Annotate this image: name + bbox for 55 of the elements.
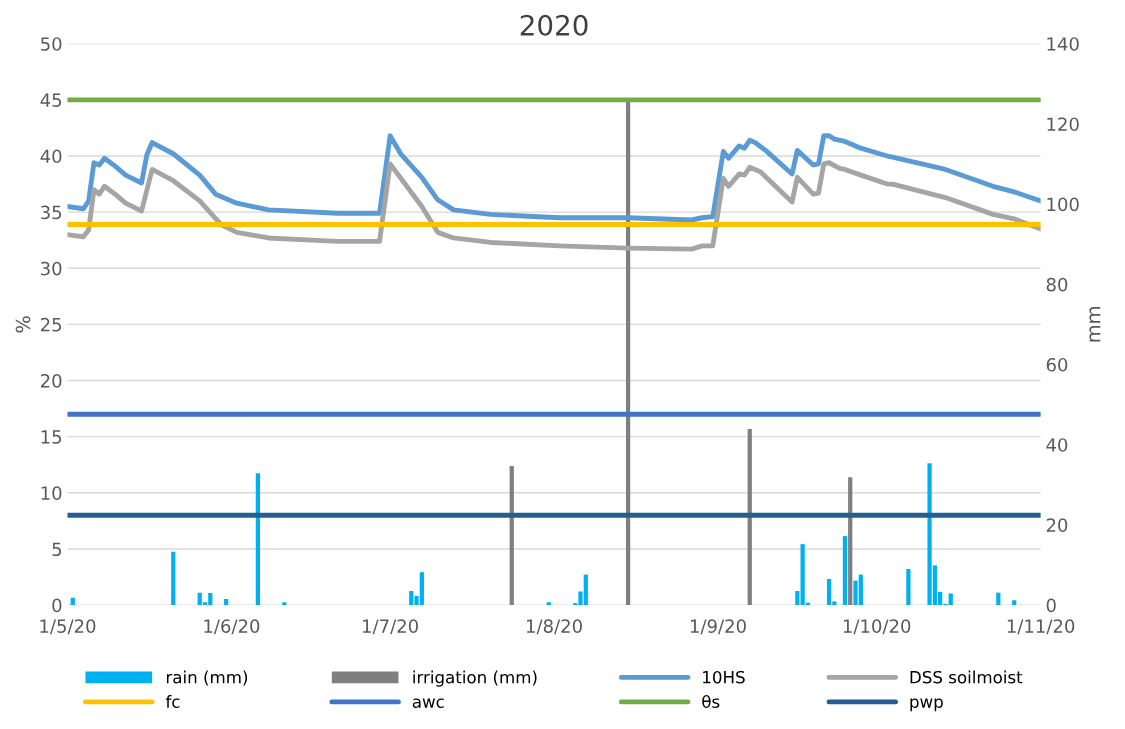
y-tick-label: 15 bbox=[41, 430, 62, 444]
legend-label: awc bbox=[412, 698, 444, 708]
bar bbox=[906, 568, 911, 606]
y-tick-label: 20 bbox=[40, 374, 62, 388]
chart-title: 2020 bbox=[520, 14, 588, 36]
bar bbox=[224, 599, 229, 606]
y-axis-title: % bbox=[15, 316, 31, 333]
bar bbox=[747, 429, 752, 606]
x-tick-label: 1/10/20 bbox=[843, 619, 911, 635]
bar bbox=[70, 597, 75, 606]
y2-tick-label: 0 bbox=[1046, 598, 1056, 613]
x-tick-label: 1/8/20 bbox=[526, 619, 582, 635]
legend-label: θs bbox=[702, 694, 720, 708]
y2-tick-label: 40 bbox=[1046, 438, 1068, 452]
x-tick-label: 1/11/20 bbox=[1007, 619, 1075, 635]
y-tick-label: 40 bbox=[40, 149, 62, 164]
x-tick-label: 1/9/20 bbox=[690, 619, 746, 635]
y-tick-label: 50 bbox=[41, 37, 62, 51]
y2-tick-label: 60 bbox=[1046, 357, 1068, 372]
line-series bbox=[67, 160, 1041, 252]
bar bbox=[625, 99, 631, 606]
y-tick-label: 5 bbox=[52, 542, 62, 557]
y2-tick-label: 120 bbox=[1047, 117, 1079, 132]
y-tick-label: 45 bbox=[40, 93, 62, 107]
y2-tick-label: 100 bbox=[1047, 197, 1079, 212]
bar bbox=[509, 465, 514, 606]
bar bbox=[1012, 600, 1017, 606]
x-tick-label: 1/5/20 bbox=[40, 619, 96, 635]
y-tick-label: 25 bbox=[40, 317, 62, 332]
line-series bbox=[67, 133, 1041, 223]
x-tick-label: 1/6/20 bbox=[204, 619, 260, 635]
bar bbox=[842, 536, 848, 606]
y2-tick-label: 80 bbox=[1046, 277, 1068, 292]
y-tick-label: 35 bbox=[41, 205, 62, 220]
bar bbox=[795, 591, 800, 606]
bar bbox=[848, 477, 853, 606]
y-tick-label: 30 bbox=[41, 261, 62, 276]
legend-label: DSS soilmoist bbox=[910, 670, 1023, 684]
y-tick-label: 10 bbox=[41, 486, 62, 500]
y2-axis-title: mm bbox=[1089, 307, 1101, 342]
bar bbox=[282, 602, 287, 606]
bar bbox=[171, 551, 176, 606]
bar bbox=[255, 473, 261, 606]
bar bbox=[826, 579, 832, 606]
bar bbox=[996, 592, 1001, 606]
legend-label: rain (mm) bbox=[166, 670, 248, 686]
x-tick-label: 1/7/20 bbox=[363, 619, 418, 635]
legend-label: irrigation (mm) bbox=[413, 670, 537, 687]
legend-label: fc bbox=[165, 695, 180, 708]
bar bbox=[546, 602, 551, 606]
y2-tick-label: 20 bbox=[1046, 518, 1068, 532]
legend-label: pwp bbox=[910, 698, 943, 712]
legend-label: 10HS bbox=[703, 670, 745, 684]
y2-tick-label: 140 bbox=[1047, 37, 1079, 51]
y-tick-label: 0 bbox=[52, 598, 62, 613]
